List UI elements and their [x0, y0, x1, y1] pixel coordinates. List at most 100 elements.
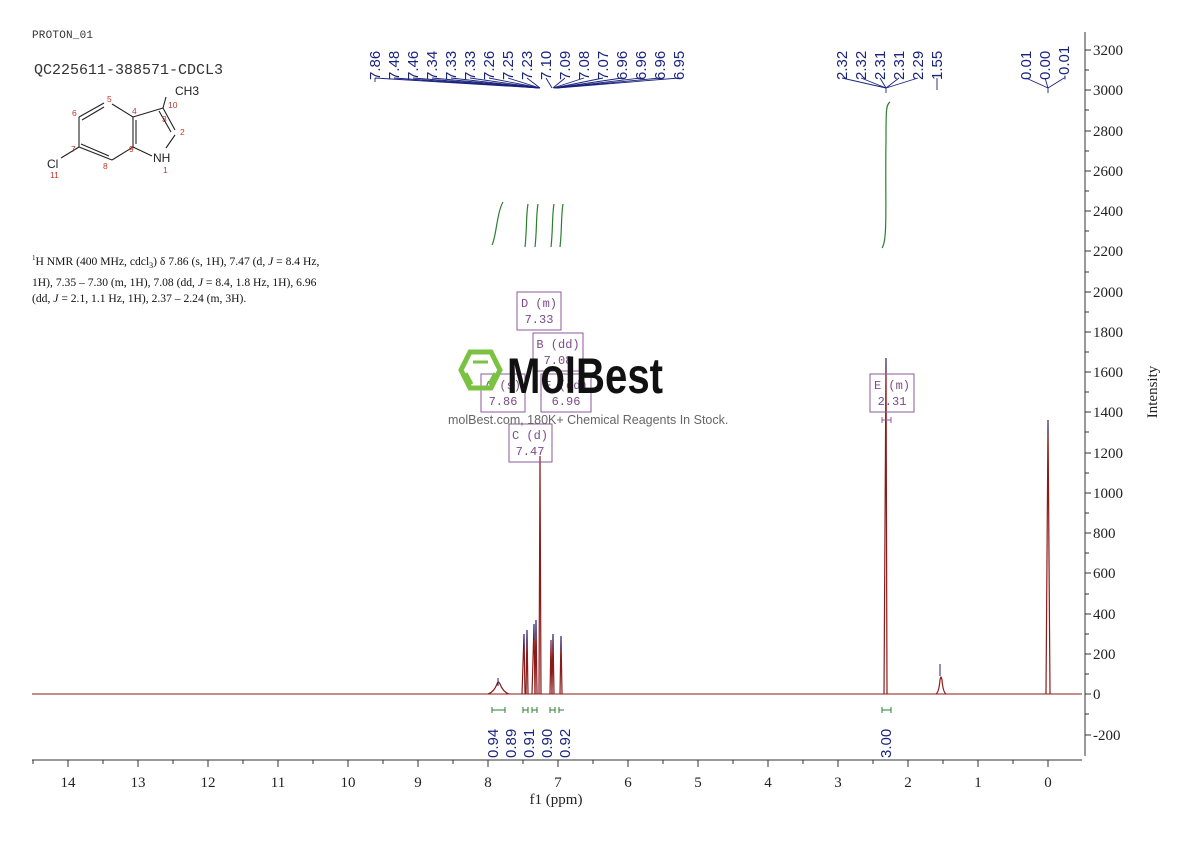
- svg-text:2.32: 2.32: [834, 51, 851, 80]
- svg-text:10: 10: [168, 100, 178, 110]
- svg-text:0.92: 0.92: [557, 729, 574, 758]
- x-axis-title: f1 (ppm): [530, 792, 583, 808]
- svg-text:7.07: 7.07: [595, 51, 612, 80]
- svg-text:7.86: 7.86: [367, 51, 384, 80]
- svg-text:5: 5: [694, 775, 702, 791]
- svg-text:7.34: 7.34: [424, 51, 441, 80]
- svg-text:9: 9: [414, 775, 422, 791]
- svg-text:1200: 1200: [1093, 446, 1123, 462]
- svg-text:1800: 1800: [1093, 325, 1123, 341]
- integral-curves: [491, 101, 891, 249]
- svg-text:13: 13: [131, 775, 146, 791]
- svg-text:E (m): E (m): [874, 379, 910, 393]
- peak-label-connectors: [374, 77, 1065, 93]
- svg-text:7.09: 7.09: [557, 51, 574, 80]
- svg-text:C (d): C (d): [512, 429, 548, 443]
- svg-text:400: 400: [1093, 607, 1116, 623]
- svg-text:6.96: 6.96: [552, 395, 581, 409]
- svg-text:8: 8: [484, 775, 492, 791]
- svg-text:7.08: 7.08: [544, 354, 573, 368]
- svg-text:5: 5: [107, 94, 112, 104]
- svg-text:2.32: 2.32: [853, 51, 870, 80]
- svg-text:3: 3: [834, 775, 842, 791]
- multiplet-boxes: [480, 291, 915, 463]
- svg-text:7.47: 7.47: [516, 445, 545, 459]
- svg-text:2: 2: [904, 775, 912, 791]
- svg-text:0.89: 0.89: [503, 729, 520, 758]
- svg-text:6.96: 6.96: [633, 51, 650, 80]
- svg-text:11: 11: [50, 170, 59, 180]
- svg-text:2000: 2000: [1093, 285, 1123, 301]
- y-axis-labels: 3200 3000 2800 2600 2400 2200 2000 1800 …: [1093, 43, 1123, 744]
- svg-text:7.86: 7.86: [489, 395, 518, 409]
- svg-text:2: 2: [180, 127, 185, 137]
- svg-text:7.33: 7.33: [443, 51, 460, 80]
- svg-text:200: 200: [1093, 647, 1116, 663]
- svg-text:3.00: 3.00: [878, 729, 895, 758]
- svg-text:-200: -200: [1093, 728, 1121, 744]
- svg-text:E (dd): E (dd): [544, 379, 587, 393]
- svg-text:7.23: 7.23: [519, 51, 536, 80]
- svg-text:7.33: 7.33: [462, 51, 479, 80]
- svg-text:7.48: 7.48: [386, 51, 403, 80]
- multiplet-labels: D (m) 7.33 B (dd) 7.08 A (s) 7.86 E (dd)…: [485, 297, 910, 459]
- svg-text:7: 7: [71, 144, 76, 154]
- y-axis-title: Intensity: [1145, 365, 1161, 418]
- svg-text:0: 0: [1093, 687, 1101, 703]
- sample-title: QC225611-388571-CDCL3: [34, 62, 224, 79]
- y-axis-ticks: [1085, 49, 1091, 736]
- svg-text:12: 12: [201, 775, 216, 791]
- nmr-description: 1H NMR (400 MHz, cdcl3) δ 7.86 (s, 1H), …: [32, 254, 320, 306]
- svg-text:4: 4: [764, 775, 772, 791]
- peak-labels: 7.86 7.48 7.46 7.34 7.33 7.33 7.26 7.25 …: [367, 46, 1073, 80]
- svg-text:6.95: 6.95: [671, 51, 688, 80]
- svg-text:6.96: 6.96: [652, 51, 669, 80]
- svg-text:11: 11: [271, 775, 285, 791]
- x-axis-ticks: [32, 760, 1049, 767]
- nh-label: NH: [153, 151, 170, 165]
- svg-text:600: 600: [1093, 566, 1116, 582]
- watermark-tagline: molBest.com, 180K+ Chemical Reagents In …: [448, 413, 729, 427]
- svg-text:1: 1: [163, 165, 168, 175]
- svg-text:0.91: 0.91: [521, 729, 538, 758]
- svg-text:2.31: 2.31: [891, 51, 908, 80]
- svg-text:1: 1: [974, 775, 982, 791]
- svg-text:D (m): D (m): [521, 297, 557, 311]
- integral-values: 0.94 0.89 0.91 0.90 0.92 3.00: [485, 729, 895, 758]
- svg-text:1.55: 1.55: [929, 51, 946, 80]
- peak-tips: [497, 358, 1049, 686]
- svg-text:14: 14: [61, 775, 77, 791]
- svg-text:2.31: 2.31: [878, 395, 907, 409]
- svg-text:3: 3: [162, 114, 167, 124]
- cl-label: Cl: [47, 157, 58, 171]
- svg-text:7: 7: [554, 775, 562, 791]
- svg-text:7.33: 7.33: [525, 313, 554, 327]
- svg-text:8: 8: [103, 161, 108, 171]
- svg-text:2400: 2400: [1093, 204, 1123, 220]
- svg-text:7.08: 7.08: [576, 51, 593, 80]
- svg-text:2200: 2200: [1093, 244, 1123, 260]
- svg-text:6: 6: [624, 775, 632, 791]
- svg-text:0.90: 0.90: [539, 729, 556, 758]
- svg-text:B (dd): B (dd): [536, 338, 579, 352]
- svg-text:6.96: 6.96: [614, 51, 631, 80]
- svg-text:2600: 2600: [1093, 164, 1123, 180]
- svg-text:1400: 1400: [1093, 405, 1123, 421]
- ch3-label: CH3: [175, 84, 199, 98]
- svg-text:0.94: 0.94: [485, 729, 502, 758]
- svg-text:-0.01: -0.01: [1056, 46, 1073, 80]
- svg-text:9: 9: [129, 144, 134, 154]
- svg-text:0.01: 0.01: [1018, 51, 1035, 80]
- svg-text:3200: 3200: [1093, 43, 1123, 59]
- svg-text:0: 0: [1044, 775, 1052, 791]
- svg-text:7.10: 7.10: [538, 51, 555, 80]
- svg-text:2.29: 2.29: [910, 51, 927, 80]
- svg-text:0.00: 0.00: [1037, 51, 1054, 80]
- svg-text:1600: 1600: [1093, 365, 1123, 381]
- svg-text:4: 4: [132, 106, 137, 116]
- svg-text:1000: 1000: [1093, 486, 1123, 502]
- svg-text:10: 10: [341, 775, 356, 791]
- svg-text:6: 6: [72, 108, 77, 118]
- experiment-label: PROTON_01: [32, 30, 94, 42]
